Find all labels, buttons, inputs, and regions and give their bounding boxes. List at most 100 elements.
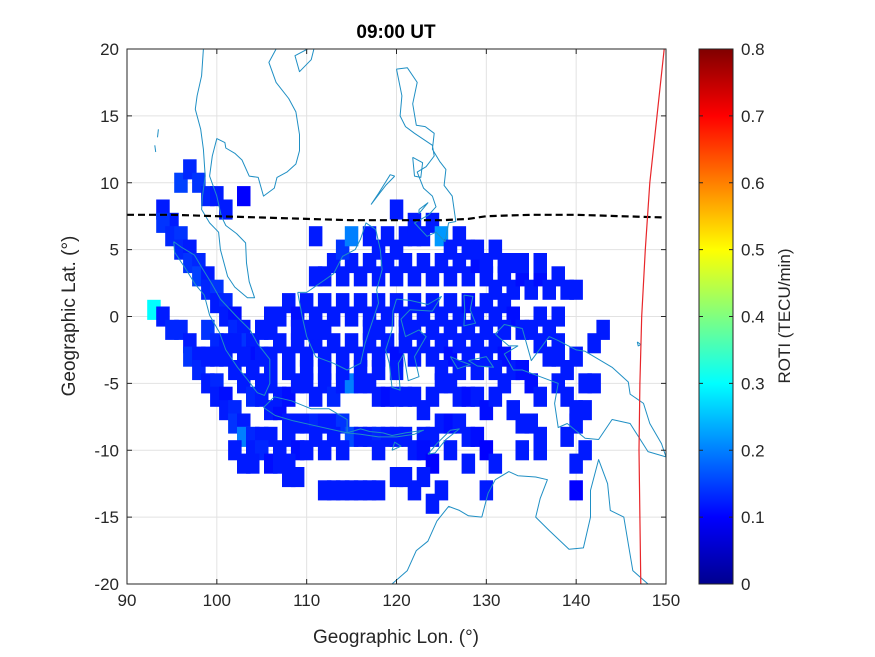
axis-ticks: 90 100 110 120 130 140 150 20 15 10 5 0 -5 -10 -15 -20 [94,40,680,610]
x-tick-label: 140 [562,591,590,610]
colorbar-tick-label: 0.5 [741,241,765,260]
roti-cell [371,480,386,501]
colorbar-tick-label: 0.3 [741,374,765,393]
coastline [391,505,482,584]
roti-cell [308,226,323,247]
y-tick-label: -10 [94,441,119,460]
roti-cell [533,253,547,274]
roti-cell [461,453,476,474]
roti-cell [219,199,233,220]
colorbar-tick-label: 0.1 [741,508,765,527]
y-tick-label: 15 [100,107,119,126]
roti-cell [470,360,485,381]
roti-cell [578,400,592,421]
roti-cell [335,360,350,381]
roti-cell [416,467,431,488]
coastline [427,428,460,455]
roti-cell [461,319,476,340]
roti-cell [407,226,422,247]
y-tick-label: 0 [110,308,119,327]
roti-cell [569,279,583,300]
y-tick-label: -20 [94,575,119,594]
y-tick-label: 20 [100,40,119,59]
roti-cell [407,319,422,340]
roti-cell [425,319,440,340]
colorbar-tick-label: 0.2 [741,441,765,460]
roti-cell [488,453,503,474]
chart-title: 09:00 UT [356,22,436,43]
coastline [346,428,424,438]
roti-cell [479,319,494,340]
roti-cell [434,360,449,381]
roti-cell [542,319,556,340]
roti-cell [443,440,458,461]
coastline [463,294,477,327]
y-axis-label: Geographic Lat. (°) [59,236,80,397]
y-tick-label: 10 [100,174,119,193]
roti-cell [201,346,215,367]
x-axis-label: Geographic Lon. (°) [313,627,479,648]
colorbar-ticks: 0 0.1 0.2 0.3 0.4 0.5 0.6 0.7 0.8 [699,40,765,594]
roti-cell [264,306,278,327]
coastline [263,396,348,434]
x-tick-label: 150 [652,591,680,610]
roti-cell [533,440,547,461]
roti-cell [282,360,296,381]
colorbar-tick-label: 0 [741,575,750,594]
coastline [297,222,383,371]
colorbar-label: ROTI (TECU/min) [775,248,794,383]
coastline [449,356,471,370]
roti-cell [587,333,601,354]
coastline [418,202,429,214]
coastline [636,341,642,347]
colorbar-tick-label: 0.6 [741,174,765,193]
coastline [157,129,159,138]
roti-cell [290,467,305,488]
roti-cell [371,319,386,340]
x-tick-label: 120 [382,591,410,610]
coastline [154,145,157,153]
colorbar-tick-label: 0.7 [741,107,765,126]
roti-cell [587,373,601,394]
roti-cell [299,360,314,381]
x-tick-label: 130 [472,591,500,610]
reference-lines [127,49,666,584]
colorbar-tick-label: 0.4 [741,308,765,327]
y-tick-label: -5 [104,374,119,393]
roti-cell [569,453,583,474]
x-tick-label: 100 [203,591,231,610]
roti-cell [317,319,332,340]
coastline [294,49,315,73]
coastline [173,241,271,396]
roti-cell [326,480,341,501]
meridian-line [638,49,665,584]
roti-cell [371,360,386,381]
roti-cell [237,186,251,207]
roti-cell [560,426,574,447]
roti-cell [479,480,494,501]
roti-cell [371,440,386,461]
coastline [481,459,649,584]
roti-cell [515,440,529,461]
roti-cell [335,440,350,461]
x-tick-label: 110 [293,591,320,610]
roti-cell [569,480,583,501]
colorbar-tick-label: 0.8 [741,40,765,59]
roti-cell [434,480,449,501]
roti-cell [389,360,404,381]
roti-cell [389,199,404,220]
roti-cell [317,360,332,381]
roti-cell [506,400,520,421]
coastline [412,156,424,178]
roti-cell [264,360,278,381]
y-tick-label: -15 [94,508,119,527]
coastline [391,441,402,451]
roti-cell [228,440,242,461]
roti-cell [515,253,529,274]
magnetic-equator-line [127,213,666,222]
y-tick-label: 5 [110,241,119,260]
roti-cell [344,226,359,247]
coastline [370,174,396,205]
coastline [385,295,442,391]
